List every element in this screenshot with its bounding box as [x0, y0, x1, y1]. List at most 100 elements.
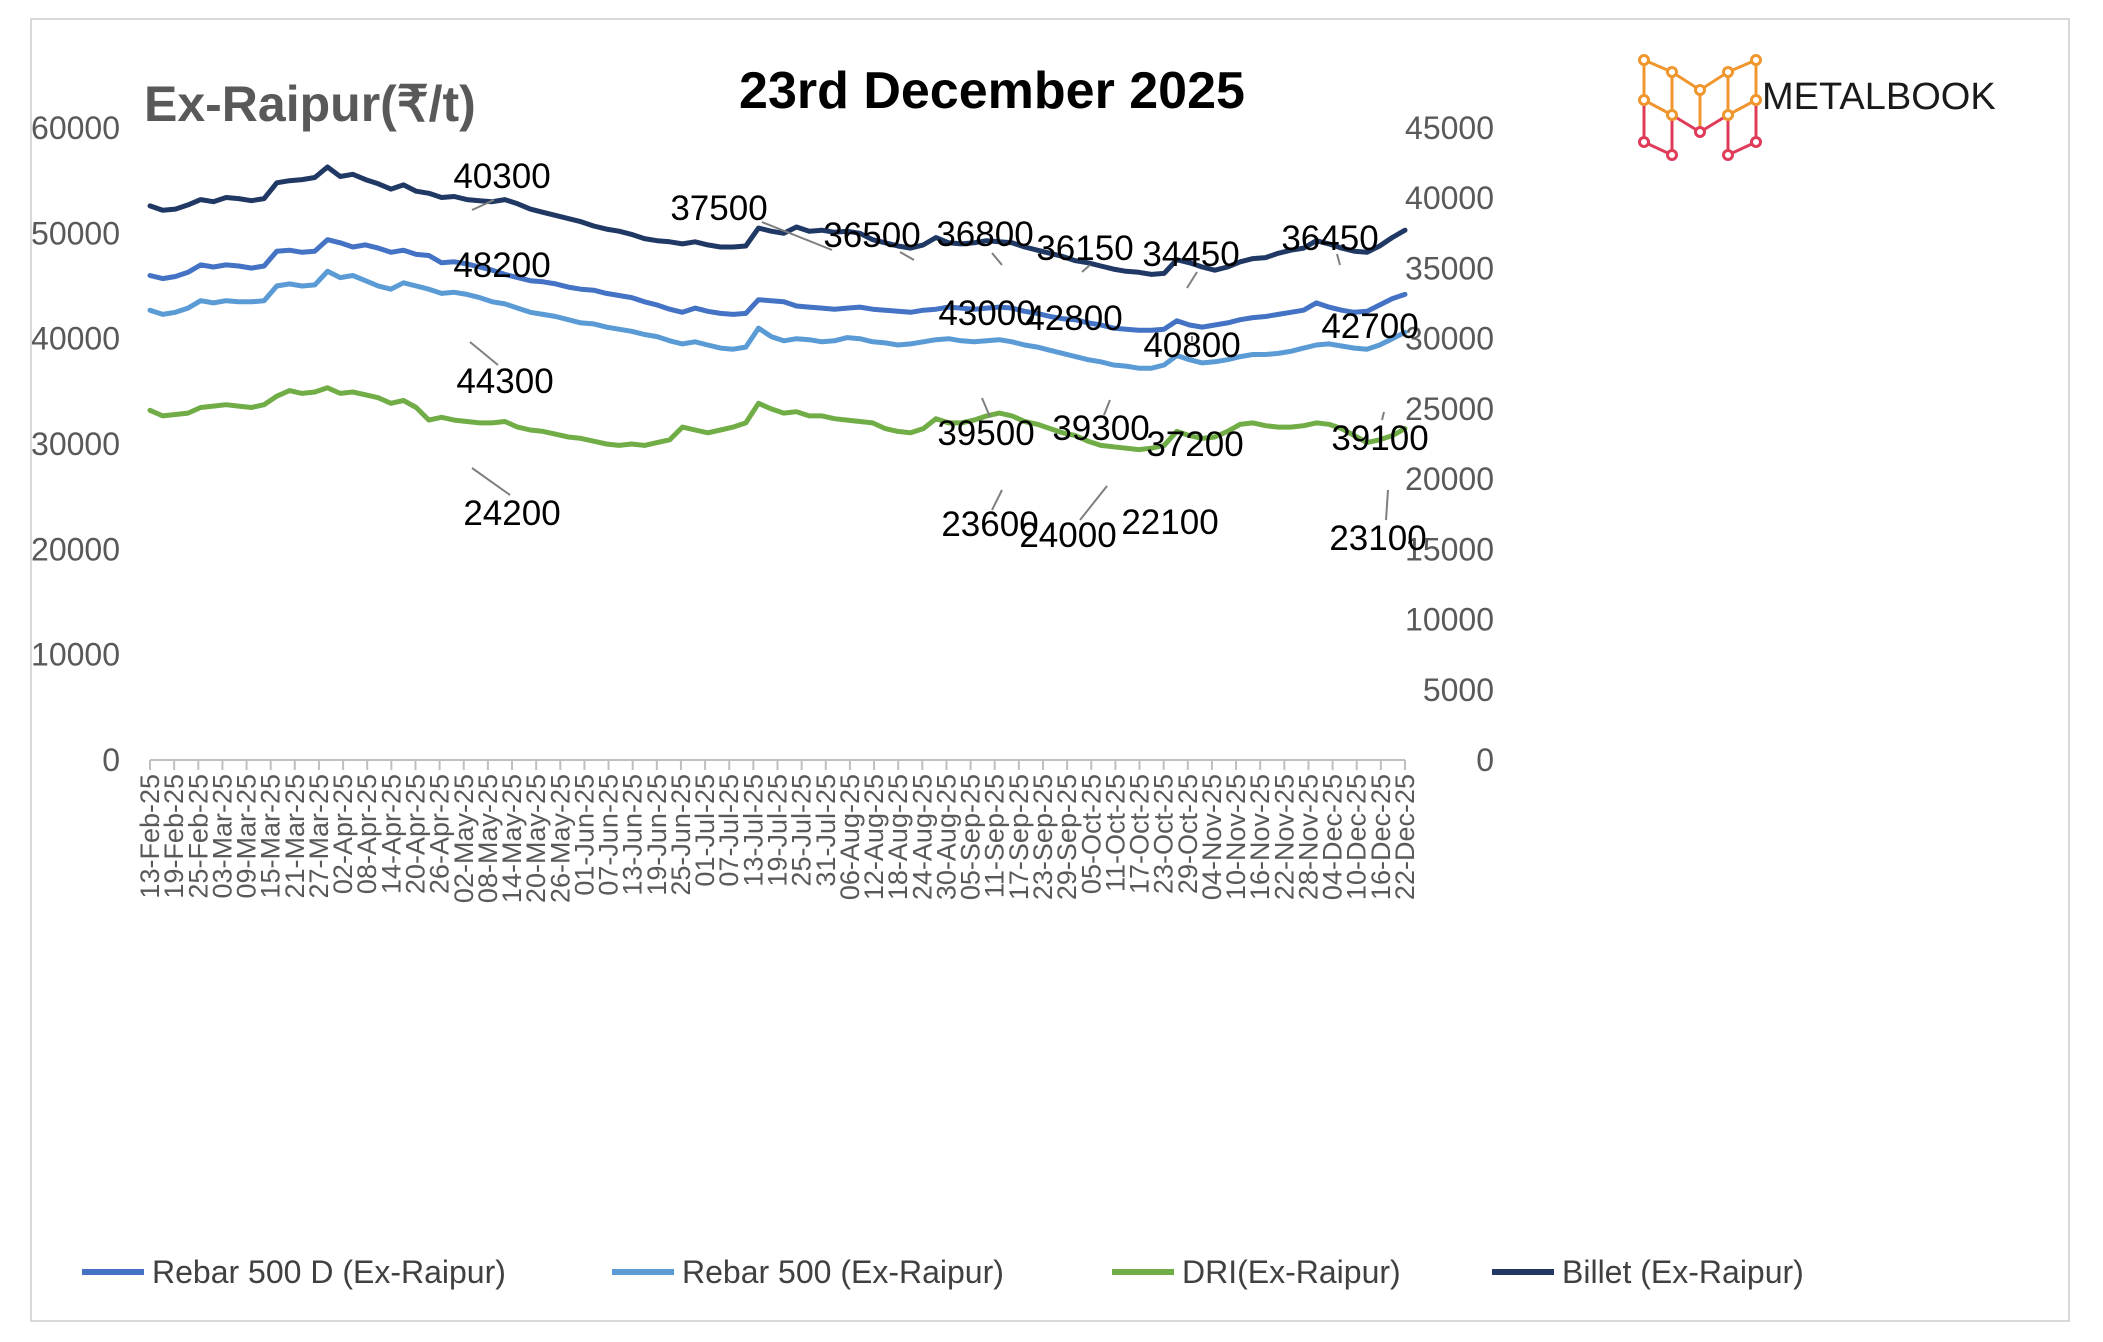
y-left-tick-label: 50000: [32, 215, 120, 251]
x-tick-label: 05-Sep-25: [956, 774, 986, 900]
axes: 0 10000 20000 30000 40000 50000 60000 0 5000 1000…: [32, 110, 1494, 903]
data-label-leader: [991, 489, 1003, 511]
logo-text: METALBOOK: [1762, 76, 1996, 118]
data-label: 44300: [456, 362, 553, 401]
x-tick-label: 14-Apr-25: [376, 774, 406, 894]
data-label-leader: [471, 199, 495, 211]
x-tick-label: 10-Nov-25: [1221, 774, 1251, 900]
data-label-leader: [1079, 485, 1108, 521]
x-tick-label: 26-May-25: [545, 774, 575, 903]
x-tick-label: 01-Jun-25: [569, 774, 599, 896]
data-label: 39500: [937, 414, 1034, 453]
data-label: 43000: [938, 294, 1035, 333]
data-labels: 40300 37500 36500 36800 36150 34450 36450 48200…: [453, 157, 1428, 558]
y-right-tick-label: 25000: [1405, 391, 1494, 427]
x-tick-label: 22-Nov-25: [1269, 774, 1299, 900]
y-right-tick-label: 5000: [1423, 672, 1494, 708]
x-tick-label: 04-Nov-25: [1197, 774, 1227, 900]
data-label-leader: [981, 397, 991, 418]
legend-label: Rebar 500 (Ex-Raipur): [682, 1254, 1004, 1290]
data-label: 39100: [1331, 419, 1428, 458]
x-tick-label: 24-Aug-25: [907, 774, 937, 900]
x-tick-label: 25-Jun-25: [666, 774, 696, 896]
logo-node: [1638, 136, 1650, 148]
x-tick-label: 02-May-25: [449, 774, 479, 903]
data-label-leader: [991, 252, 1003, 266]
x-tick-label: 11-Oct-25: [1100, 774, 1130, 892]
x-tick-label: 08-Apr-25: [352, 774, 382, 894]
data-label: 23600: [941, 505, 1038, 544]
x-tick-label: 16-Nov-25: [1245, 774, 1275, 900]
x-tick-label: 13-Feb-25: [135, 774, 165, 899]
y-left-tick-label: 10000: [32, 637, 120, 673]
logo-node: [1750, 54, 1762, 66]
series-line-rebar500d: [147, 237, 1408, 333]
data-label: 39300: [1052, 409, 1149, 448]
x-tick-label: 21-Mar-25: [280, 774, 310, 899]
logo-node: [1722, 149, 1734, 161]
series-lines: [147, 164, 1408, 453]
x-tick-label: 25-Jul-25: [787, 774, 817, 887]
logo-node: [1638, 54, 1650, 66]
data-label: 48200: [453, 246, 550, 285]
data-label-leader: [1186, 271, 1198, 289]
metalbook-logo-mark-icon: [1638, 54, 1762, 161]
chart-title: 23rd December 2025: [739, 62, 1245, 120]
x-tick-label: 13-Jun-25: [618, 774, 648, 896]
data-label: 23100: [1329, 519, 1426, 558]
x-tick-label: 12-Aug-25: [859, 774, 889, 900]
data-label-leader: [1081, 264, 1091, 273]
series-line-dri: [147, 385, 1408, 453]
logo-node: [1694, 126, 1706, 138]
data-label-leader: [1103, 399, 1111, 416]
logo-node: [1722, 109, 1734, 121]
data-label: 36500: [823, 216, 920, 255]
data-label: 34450: [1142, 235, 1239, 274]
data-label-leader: [761, 221, 833, 251]
y-right-tick-label: 40000: [1405, 180, 1494, 216]
data-label-leader: [1336, 253, 1341, 266]
y-left-tick-label: 0: [102, 742, 120, 778]
data-label-leader: [471, 467, 511, 496]
x-tick-label: 13-Jul-25: [738, 774, 768, 887]
data-label: 36800: [936, 215, 1033, 254]
series-line-billet: [147, 164, 1408, 277]
x-tick-label: 10-Dec-25: [1342, 774, 1372, 900]
chart-canvas: Ex-Raipur(₹/t) 23rd December 2025 METALB…: [32, 54, 1996, 1290]
y-left-tick-label: 60000: [32, 110, 120, 146]
data-label: 22100: [1121, 503, 1218, 542]
data-label: 24200: [463, 494, 560, 533]
x-tick-label: 19-Feb-25: [159, 774, 189, 899]
x-tick-label: 02-Apr-25: [328, 774, 358, 894]
x-tick-label: 18-Aug-25: [883, 774, 913, 900]
x-tick-label: 19-Jun-25: [642, 774, 672, 896]
x-tick-label: 20-Apr-25: [400, 774, 430, 894]
data-label: 37200: [1146, 425, 1243, 464]
legend: Rebar 500 D (Ex-Raipur) Rebar 500 (Ex-Rai…: [82, 1254, 1804, 1290]
y-right-tick-label: 20000: [1405, 461, 1494, 497]
y-left-tick-label: 30000: [32, 426, 120, 462]
chart-frame: Ex-Raipur(₹/t) 23rd December 2025 METALB…: [30, 18, 2070, 1322]
unit-label: Ex-Raipur(₹/t): [144, 76, 476, 132]
x-tick-label: 17-Sep-25: [1004, 774, 1034, 900]
x-tick-label: 31-Jul-25: [811, 774, 841, 887]
logo-node: [1694, 84, 1706, 96]
data-label: 36150: [1036, 229, 1133, 268]
x-tick-label: 30-Aug-25: [931, 774, 961, 900]
data-label: 42700: [1321, 307, 1418, 346]
x-tick-label: 03-Mar-25: [207, 774, 237, 899]
logo-node: [1750, 94, 1762, 106]
x-tick-label: 14-May-25: [497, 774, 527, 903]
x-tick-label: 25-Feb-25: [183, 774, 213, 899]
x-tick-label: 05-Oct-25: [1076, 774, 1106, 894]
data-label: 37500: [670, 189, 767, 228]
logo-node: [1750, 136, 1762, 148]
legend-label: DRI(Ex-Raipur): [1182, 1254, 1401, 1290]
data-label: 42800: [1025, 299, 1122, 338]
x-tick-label: 29-Oct-25: [1173, 774, 1203, 894]
x-tick-label: 28-Nov-25: [1293, 774, 1323, 900]
metalbook-logo: METALBOOK: [1638, 54, 1996, 161]
logo-node: [1638, 94, 1650, 106]
logo-node: [1666, 149, 1678, 161]
data-label-leader: [469, 341, 499, 366]
